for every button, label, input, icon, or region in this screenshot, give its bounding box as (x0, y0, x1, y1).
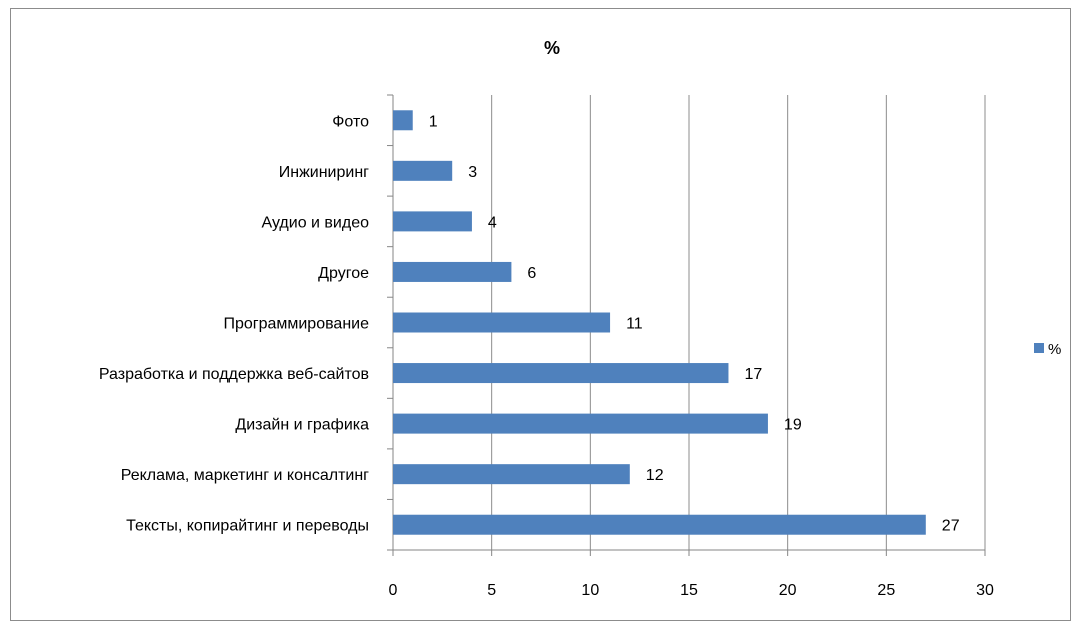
x-tick-label: 20 (779, 582, 797, 599)
category-label: Фото (332, 113, 369, 130)
x-tick-label: 10 (581, 582, 599, 599)
data-label: 17 (744, 366, 762, 383)
bar (393, 261, 512, 282)
category-labels: Фото Инжиниринг Аудио и видео Другое Програм… (99, 113, 369, 534)
data-label: 1 (429, 113, 438, 130)
bar (393, 413, 768, 434)
bar (393, 464, 630, 485)
bar (393, 160, 453, 181)
data-labels: 1 3 4 6 11 17 19 12 27 (429, 113, 960, 534)
category-label: Тексты, копирайтинг и переводы (126, 518, 369, 535)
data-label: 12 (646, 467, 664, 484)
x-tick-label: 25 (877, 582, 895, 599)
legend-label: % (1048, 341, 1061, 358)
data-label: 6 (527, 265, 536, 282)
chart-title: % (544, 38, 560, 58)
legend: % (1034, 341, 1061, 358)
bar (393, 312, 611, 333)
category-label: Дизайн и графика (235, 417, 369, 434)
category-label: Другое (318, 265, 369, 282)
category-label: Аудио и видео (261, 214, 369, 231)
bar (393, 110, 413, 131)
x-tick-label: 5 (487, 582, 496, 599)
category-label: Программирование (223, 316, 369, 333)
bars (393, 110, 926, 535)
x-tick-label: 30 (976, 582, 994, 599)
x-tick-label: 15 (680, 582, 698, 599)
legend-swatch (1034, 343, 1044, 353)
bar (393, 363, 729, 384)
data-label: 19 (784, 417, 802, 434)
x-tick-label: 0 (389, 582, 398, 599)
x-axis-ticks: 0 5 10 15 20 25 30 (389, 550, 994, 599)
data-label: 11 (626, 316, 643, 333)
category-label: Реклама, маркетинг и консалтинг (121, 467, 369, 484)
bar (393, 211, 472, 232)
category-label: Инжиниринг (279, 164, 369, 181)
category-label: Разработка и поддержка веб-сайтов (99, 366, 369, 383)
bar (393, 514, 926, 535)
data-label: 4 (488, 214, 497, 231)
data-label: 27 (942, 518, 960, 535)
data-label: 3 (468, 164, 477, 181)
